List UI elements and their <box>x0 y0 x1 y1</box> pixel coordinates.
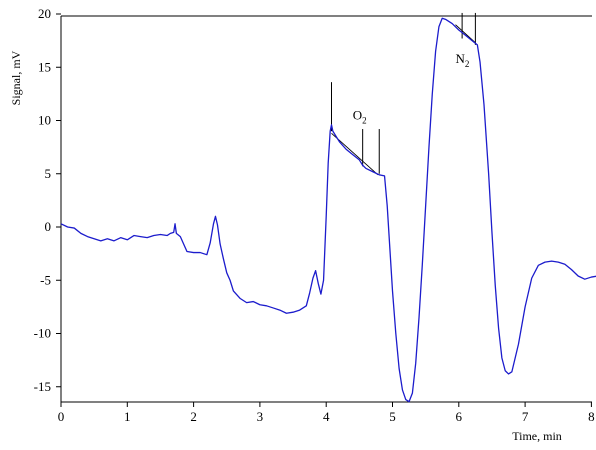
annotations: O2 N2 <box>353 51 470 125</box>
x-tick-label: 7 <box>522 409 529 424</box>
x-tick-label: 4 <box>323 409 330 424</box>
x-tick-label: 5 <box>389 409 396 424</box>
y-tick-label: -15 <box>34 379 51 394</box>
x-tick-label: 8 <box>588 409 595 424</box>
baseline-line <box>331 132 379 176</box>
x-tick-label: 0 <box>58 409 65 424</box>
x-axis-title: Time, min <box>512 429 562 443</box>
x-tick-label: 3 <box>257 409 264 424</box>
y-axis-title: Signal, mV <box>9 50 23 105</box>
x-tick-label: 1 <box>124 409 131 424</box>
x-axis-ticks: 0 1 2 3 4 5 6 7 8 <box>58 402 595 424</box>
y-tick-label: -5 <box>40 272 51 287</box>
x-tick-label: 2 <box>190 409 197 424</box>
y-tick-label: -10 <box>34 326 51 341</box>
y-tick-label: 20 <box>38 6 51 21</box>
y-axis-ticks: -15 -10 -5 0 5 10 15 20 <box>34 6 61 394</box>
y-tick-label: 10 <box>38 113 51 128</box>
annotation-marks <box>331 12 476 176</box>
y-tick-label: 0 <box>45 219 52 234</box>
peak-annotation: O2 <box>353 107 367 125</box>
y-tick-label: 15 <box>38 59 51 74</box>
signal-line <box>60 17 596 403</box>
peak-annotation: N2 <box>455 51 469 69</box>
x-tick-label: 6 <box>456 409 463 424</box>
baseline-line <box>455 24 476 44</box>
y-tick-label: 5 <box>45 166 52 181</box>
